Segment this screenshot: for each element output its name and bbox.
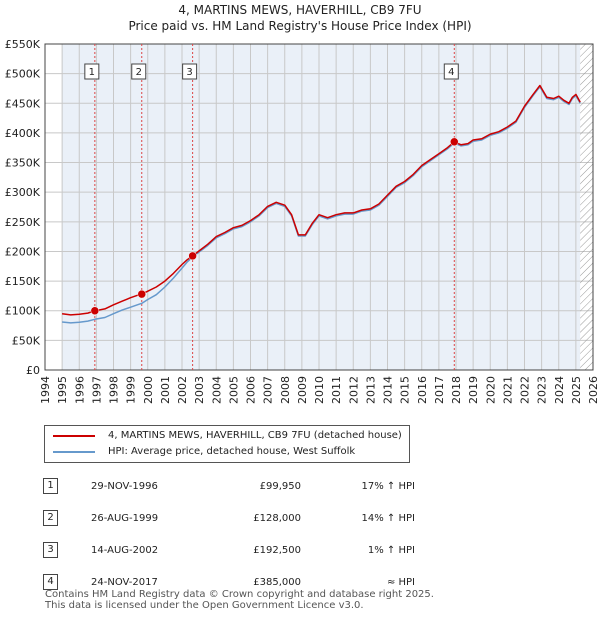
price-chart: £0 £50K £100K £150K £200K £250K £300K £350K £400… (5, 38, 600, 404)
sale-label-box (182, 63, 198, 80)
sale-number-badge: 3 (43, 542, 58, 558)
sale-hpi-relation: ≈ HPI (386, 576, 415, 588)
sale-point (137, 289, 147, 299)
chart-subtitle: Price paid vs. HM Land Registry's House … (128, 19, 472, 33)
sale-point (450, 137, 459, 147)
x-tick-label: 2004 (210, 376, 223, 404)
y-tick-label: £250K (5, 216, 41, 229)
x-tick-label: 1999 (125, 376, 138, 404)
x-tick-label: 2006 (245, 376, 258, 404)
sale-label-box (443, 63, 459, 80)
sale-label-box (131, 63, 147, 80)
sale-date: 26-AUG-1999 (91, 512, 159, 524)
sale-hpi-relation: 1% ↑ HPI (367, 544, 415, 556)
x-tick-label: 2019 (467, 376, 480, 404)
attribution-footer: Contains HM Land Registry data © Crown c… (45, 589, 434, 611)
x-tick-label: 1997 (90, 376, 103, 404)
sale-label-text: 4 (448, 67, 454, 78)
sale-number-badge: 2 (43, 510, 58, 526)
y-tick-label: £450K (5, 97, 41, 110)
sale-point (90, 306, 100, 316)
x-tick-label: 2014 (382, 376, 395, 404)
sale-label-text: 2 (136, 67, 142, 78)
x-tick-label: 2024 (553, 376, 566, 404)
x-tick-label: 2001 (159, 376, 172, 404)
y-tick-label: £500K (5, 68, 41, 81)
x-tick-label: 2002 (176, 376, 189, 404)
sale-hpi-relation: 14% ↑ HPI (361, 512, 415, 524)
sale-hpi-relation: 17% ↑ HPI (361, 480, 415, 492)
series-line-property (61, 84, 581, 316)
y-tick-label: £300K (5, 186, 41, 199)
y-tick-label: £100K (5, 305, 41, 318)
sale-date: 24-NOV-2017 (91, 576, 158, 588)
sale-price: £99,950 (259, 480, 301, 492)
x-tick-label: 2022 (519, 376, 532, 404)
sales-table: 1 29-NOV-1996 £99,950 17% ↑ HPI 2 26-AUG… (40, 470, 415, 598)
sale-price: £385,000 (253, 576, 301, 588)
x-tick-label: 2015 (399, 376, 412, 404)
x-tick-label: 2012 (347, 376, 360, 404)
sale-label-text: 1 (89, 67, 95, 78)
data-period-shading (62, 44, 581, 370)
legend-label-property: 4, MARTINS MEWS, HAVERHILL, CB9 7FU (det… (108, 430, 402, 441)
x-tick-label: 2016 (416, 376, 429, 404)
footer-copyright: Contains HM Land Registry data © Crown c… (45, 589, 434, 600)
sale-price: £192,500 (253, 544, 301, 556)
x-tick-label: 1994 (39, 376, 52, 404)
x-tick-label: 2009 (296, 376, 309, 404)
y-tick-label: £200K (5, 245, 41, 258)
sale-label-text: 3 (186, 67, 192, 78)
x-tick-label: 2021 (501, 376, 514, 404)
x-tick-label: 2018 (450, 376, 463, 404)
sale-number-badge: 1 (43, 478, 58, 494)
table-row: 2 26-AUG-1999 £128,000 14% ↑ HPI (40, 502, 415, 534)
table-row: 1 29-NOV-1996 £99,950 17% ↑ HPI (40, 470, 415, 502)
x-tick-label: 2011 (330, 376, 343, 404)
x-tick-label: 1995 (56, 376, 69, 404)
series-line-hpi (62, 85, 581, 324)
legend-label-hpi: HPI: Average price, detached house, West… (108, 446, 356, 457)
x-tick-label: 2005 (227, 376, 240, 404)
x-tick-label: 2010 (313, 376, 326, 404)
plot-border (44, 43, 594, 371)
x-tick-label: 1998 (108, 376, 121, 404)
chart-legend: 4, MARTINS MEWS, HAVERHILL, CB9 7FU (det… (44, 425, 410, 463)
sale-price: £128,000 (253, 512, 301, 524)
sale-point (188, 251, 197, 261)
x-tick-label: 2025 (570, 376, 583, 404)
future-hatch-area (580, 44, 593, 370)
y-tick-label: £0 (26, 364, 40, 377)
chart-title: 4, MARTINS MEWS, HAVERHILL, CB9 7FU (178, 3, 422, 17)
legend-swatch-property (53, 435, 95, 437)
y-tick-label: £550K (5, 38, 41, 51)
sale-date: 14-AUG-2002 (91, 544, 159, 556)
x-tick-label: 1996 (73, 376, 86, 404)
sale-number-badge: 4 (43, 574, 58, 590)
legend-swatch-hpi (53, 451, 95, 453)
x-tick-label: 2008 (279, 376, 292, 404)
x-tick-label: 2023 (536, 376, 549, 404)
y-tick-label: £350K (5, 157, 41, 170)
table-row: 3 14-AUG-2002 £192,500 1% ↑ HPI (40, 534, 415, 566)
x-tick-label: 2020 (484, 376, 497, 404)
x-tick-label: 2017 (433, 376, 446, 404)
x-tick-label: 2000 (142, 376, 155, 404)
y-tick-label: £50K (12, 334, 41, 347)
footer-license: This data is licensed under the Open Gov… (45, 600, 364, 611)
x-tick-label: 2026 (587, 376, 600, 404)
x-tick-label: 2013 (364, 376, 377, 404)
y-tick-label: £150K (5, 275, 41, 288)
table-row: 4 24-NOV-2017 £385,000 ≈ HPI (40, 566, 415, 598)
x-tick-label: 2007 (262, 376, 275, 404)
sale-date: 29-NOV-1996 (91, 480, 158, 492)
y-tick-label: £400K (5, 127, 41, 140)
sale-label-box (84, 63, 100, 80)
x-tick-label: 2003 (193, 376, 206, 404)
